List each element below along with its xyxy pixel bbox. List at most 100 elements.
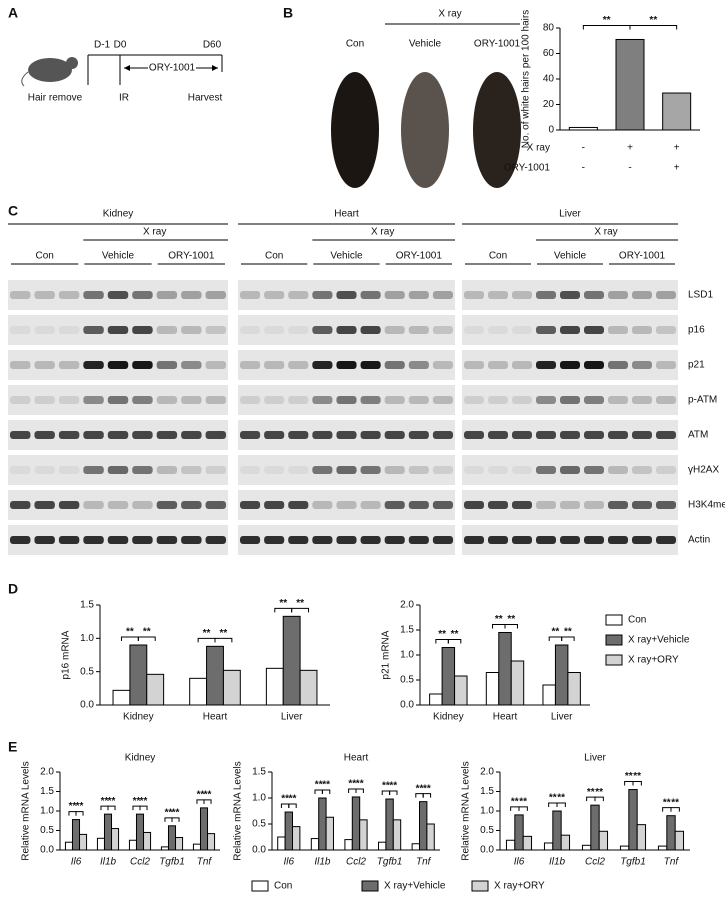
blot-band: [58, 361, 80, 369]
significance-label: **: [279, 598, 287, 609]
blot-band: [560, 536, 580, 544]
blot-band: [240, 536, 261, 544]
blot-band: [608, 361, 628, 369]
blot-band: [384, 466, 405, 474]
significance-label: **: [140, 796, 148, 807]
blot-band: [560, 466, 580, 474]
condition-label: Con: [489, 251, 507, 262]
blot-band: [10, 326, 31, 334]
panel-label: E: [8, 739, 17, 755]
blot-band: [205, 466, 226, 474]
blot-band: [312, 396, 333, 404]
blot-band: [58, 431, 80, 439]
blot-band: [656, 326, 676, 334]
y-axis-label: Relative mRNA Levels: [233, 761, 244, 860]
bar: [552, 810, 562, 851]
bar: [325, 816, 334, 851]
blot-band: [608, 536, 628, 544]
significance-label: **: [423, 783, 431, 794]
group-label: X ray: [143, 227, 166, 238]
bar: [344, 839, 353, 851]
bar: [392, 819, 402, 851]
bar: [657, 845, 668, 851]
significance-bracket: [321, 789, 331, 794]
blot-band: [107, 431, 129, 439]
y-tick-label: 0.0: [40, 845, 54, 856]
panel-label: D: [8, 581, 18, 597]
blot-band: [512, 501, 532, 509]
blot-band: [132, 396, 153, 404]
blot-band: [312, 501, 333, 509]
condition-label: Vehicle: [102, 251, 135, 262]
blot-band: [34, 431, 55, 439]
treatment-label: ORY-1001: [149, 63, 196, 74]
blot-band: [608, 396, 628, 404]
significance-label: **: [204, 790, 212, 801]
blot-band: [83, 466, 104, 474]
blot-band: [632, 361, 652, 369]
protein-label: p-ATM: [688, 395, 717, 406]
significance-label: **: [315, 780, 323, 791]
bar: [378, 841, 387, 851]
significance-label: **: [220, 628, 228, 639]
legend-swatch: [471, 880, 489, 892]
blot-band: [336, 326, 357, 334]
blot-band: [536, 536, 556, 544]
significance-bracket: [518, 806, 528, 811]
significance-label: **: [165, 807, 173, 818]
blot-band: [264, 326, 285, 334]
blot-band: [432, 431, 453, 439]
significance-label: **: [416, 783, 424, 794]
blot-band: [156, 501, 178, 509]
x-tick-label: Tgfb1: [377, 857, 403, 868]
blot-band: [408, 396, 429, 404]
significance-label: **: [382, 781, 390, 792]
blot-band: [107, 536, 129, 544]
blot-band: [488, 431, 508, 439]
panel-label: A: [8, 5, 18, 21]
blot-band: [488, 291, 508, 299]
blot-band: [512, 326, 532, 334]
legend-label: Con: [274, 881, 292, 892]
condition-value: +: [674, 143, 680, 154]
blot-band: [10, 536, 31, 544]
blot-band: [560, 291, 580, 299]
condition-value: -: [582, 143, 585, 154]
blot-band: [264, 431, 285, 439]
blot-band: [488, 501, 508, 509]
event-label: Harvest: [188, 93, 223, 104]
condition-label: ORY-1001: [168, 251, 215, 262]
bar: [419, 801, 428, 851]
y-tick-label: 0: [548, 125, 554, 136]
x-tick-label: Heart: [493, 712, 518, 723]
mouse-tail: [21, 71, 29, 87]
bar: [522, 835, 533, 851]
blot-band: [512, 361, 532, 369]
condition-label: X ray: [527, 143, 550, 154]
significance-bracket: [137, 636, 156, 641]
blot-band: [205, 361, 226, 369]
blot-band: [536, 431, 556, 439]
blot-band: [10, 501, 31, 509]
significance-label: **: [108, 796, 116, 807]
blot-band: [10, 466, 31, 474]
blot-band: [336, 291, 357, 299]
blot-band: [181, 396, 202, 404]
bar: [454, 675, 468, 706]
bar: [318, 797, 327, 851]
blot-band: [632, 396, 652, 404]
legend-label: Con: [628, 615, 646, 626]
significance-bracket: [632, 781, 642, 786]
blot-band: [608, 431, 628, 439]
protein-label: p16: [688, 325, 705, 336]
y-tick-label: 0.0: [80, 700, 94, 711]
y-tick-label: 1.0: [80, 633, 94, 644]
bar: [568, 126, 598, 131]
protein-label: H3K4me2: [688, 500, 725, 511]
blot-band: [408, 326, 429, 334]
blot-band: [536, 361, 556, 369]
blot-band: [464, 396, 484, 404]
bar: [112, 689, 131, 706]
legend-label: X ray+ORY: [494, 881, 545, 892]
blot-band: [408, 501, 429, 509]
